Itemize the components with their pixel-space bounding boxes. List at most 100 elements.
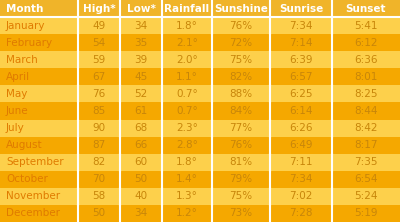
Text: 82%: 82% xyxy=(230,72,252,82)
Text: Sunshine: Sunshine xyxy=(214,4,268,14)
Text: 6:49: 6:49 xyxy=(289,140,313,150)
Bar xyxy=(0,154,400,171)
Text: 49: 49 xyxy=(92,21,106,31)
Bar xyxy=(0,171,400,188)
Text: 1.2°: 1.2° xyxy=(176,208,198,218)
Text: 75%: 75% xyxy=(230,55,252,65)
Text: 8:42: 8:42 xyxy=(354,123,378,133)
Text: 61: 61 xyxy=(134,106,148,116)
Text: Sunrise: Sunrise xyxy=(279,4,323,14)
Text: 50: 50 xyxy=(92,208,106,218)
Text: 59: 59 xyxy=(92,55,106,65)
Text: 1.8°: 1.8° xyxy=(176,157,198,167)
Text: 7:11: 7:11 xyxy=(289,157,313,167)
Text: 6:36: 6:36 xyxy=(354,55,378,65)
Text: 1.3°: 1.3° xyxy=(176,191,198,201)
Text: 34: 34 xyxy=(134,208,148,218)
Text: November: November xyxy=(6,191,60,201)
Text: 68: 68 xyxy=(134,123,148,133)
Text: 6:14: 6:14 xyxy=(289,106,313,116)
Text: 50: 50 xyxy=(134,174,148,184)
Text: 52: 52 xyxy=(134,89,148,99)
Text: 87: 87 xyxy=(92,140,106,150)
Text: August: August xyxy=(6,140,43,150)
Text: 81%: 81% xyxy=(230,157,252,167)
Text: 40: 40 xyxy=(134,191,148,201)
Text: 6:57: 6:57 xyxy=(289,72,313,82)
Text: July: July xyxy=(6,123,25,133)
Bar xyxy=(0,68,400,85)
Text: October: October xyxy=(6,174,48,184)
Text: 7:34: 7:34 xyxy=(289,174,313,184)
Text: 85: 85 xyxy=(92,106,106,116)
Text: Month: Month xyxy=(6,4,43,14)
Text: September: September xyxy=(6,157,64,167)
Text: 7:34: 7:34 xyxy=(289,21,313,31)
Text: 84%: 84% xyxy=(230,106,252,116)
Text: 1.8°: 1.8° xyxy=(176,21,198,31)
Text: 5:41: 5:41 xyxy=(354,21,378,31)
Text: 7:02: 7:02 xyxy=(289,191,313,201)
Text: 60: 60 xyxy=(134,157,148,167)
Text: 66: 66 xyxy=(134,140,148,150)
Text: 6:54: 6:54 xyxy=(354,174,378,184)
Text: 58: 58 xyxy=(92,191,106,201)
Text: Low*: Low* xyxy=(126,4,156,14)
Text: 72%: 72% xyxy=(230,38,252,48)
Text: 2.8°: 2.8° xyxy=(176,140,198,150)
Bar xyxy=(0,103,400,119)
Text: 6:39: 6:39 xyxy=(289,55,313,65)
Text: Sunset: Sunset xyxy=(346,4,386,14)
Text: 88%: 88% xyxy=(230,89,252,99)
Text: 6:26: 6:26 xyxy=(289,123,313,133)
Text: 7:35: 7:35 xyxy=(354,157,378,167)
Text: 76%: 76% xyxy=(230,21,252,31)
Bar xyxy=(0,119,400,137)
Text: 34: 34 xyxy=(134,21,148,31)
Text: 2.0°: 2.0° xyxy=(176,55,198,65)
Bar xyxy=(0,0,400,17)
Bar xyxy=(0,17,400,34)
Text: 45: 45 xyxy=(134,72,148,82)
Text: 75%: 75% xyxy=(230,191,252,201)
Text: 6:25: 6:25 xyxy=(289,89,313,99)
Text: High*: High* xyxy=(83,4,115,14)
Bar xyxy=(0,51,400,68)
Text: 8:25: 8:25 xyxy=(354,89,378,99)
Text: 7:14: 7:14 xyxy=(289,38,313,48)
Text: 82: 82 xyxy=(92,157,106,167)
Text: April: April xyxy=(6,72,30,82)
Text: May: May xyxy=(6,89,27,99)
Text: 5:19: 5:19 xyxy=(354,208,378,218)
Text: 2.1°: 2.1° xyxy=(176,38,198,48)
Bar xyxy=(0,205,400,222)
Text: 76: 76 xyxy=(92,89,106,99)
Text: 67: 67 xyxy=(92,72,106,82)
Text: 76%: 76% xyxy=(230,140,252,150)
Text: 2.3°: 2.3° xyxy=(176,123,198,133)
Text: 8:17: 8:17 xyxy=(354,140,378,150)
Text: 90: 90 xyxy=(92,123,106,133)
Text: December: December xyxy=(6,208,60,218)
Text: 35: 35 xyxy=(134,38,148,48)
Bar xyxy=(0,34,400,51)
Text: 79%: 79% xyxy=(230,174,252,184)
Text: Rainfall: Rainfall xyxy=(164,4,210,14)
Text: January: January xyxy=(6,21,46,31)
Text: 7:28: 7:28 xyxy=(289,208,313,218)
Text: 1.1°: 1.1° xyxy=(176,72,198,82)
Text: 6:12: 6:12 xyxy=(354,38,378,48)
Text: 70: 70 xyxy=(92,174,106,184)
Bar xyxy=(0,137,400,154)
Text: June: June xyxy=(6,106,29,116)
Text: 73%: 73% xyxy=(230,208,252,218)
Text: 0.7°: 0.7° xyxy=(176,89,198,99)
Text: 77%: 77% xyxy=(230,123,252,133)
Text: 8:01: 8:01 xyxy=(354,72,378,82)
Bar xyxy=(0,188,400,205)
Text: March: March xyxy=(6,55,38,65)
Text: 1.4°: 1.4° xyxy=(176,174,198,184)
Text: 8:44: 8:44 xyxy=(354,106,378,116)
Text: 5:24: 5:24 xyxy=(354,191,378,201)
Text: 54: 54 xyxy=(92,38,106,48)
